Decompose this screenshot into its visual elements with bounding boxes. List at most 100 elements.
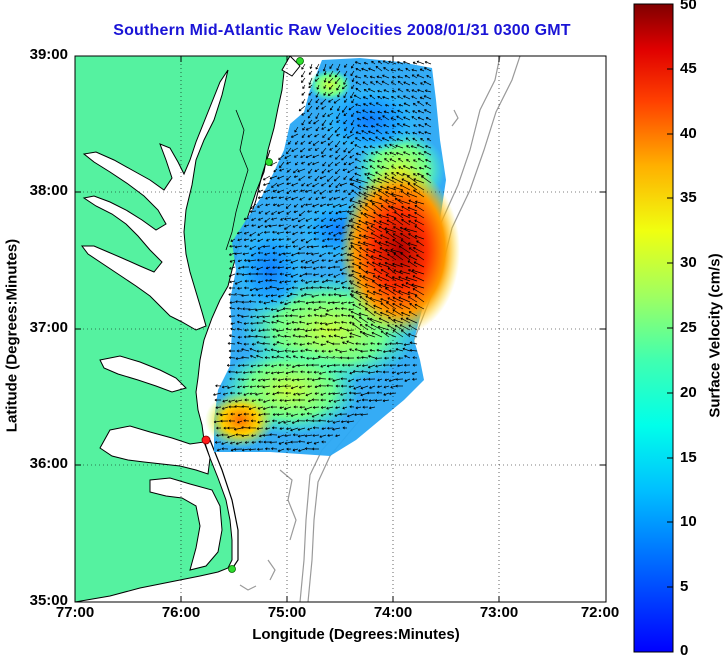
velocity-arrow: [293, 210, 299, 214]
x-tick-label: 76:00: [161, 604, 201, 621]
velocity-arrow: [237, 385, 243, 389]
velocity-arrow: [369, 406, 376, 410]
velocity-arrow: [341, 196, 348, 201]
velocity-arrow: [327, 161, 334, 167]
velocity-arrow: [385, 310, 397, 317]
velocity-arrow: [250, 252, 257, 257]
velocity-arrow: [314, 392, 320, 395]
velocity-arrow: [349, 231, 355, 235]
velocity-arrow: [277, 434, 285, 439]
velocity-arrow: [337, 91, 341, 98]
velocity-arrow: [251, 293, 257, 297]
velocity-arrow: [319, 434, 327, 438]
velocity-arrow: [293, 300, 299, 304]
velocity-arrow: [335, 434, 341, 438]
velocity-arrow: [276, 341, 285, 345]
velocity-arrow: [342, 426, 348, 430]
velocity-arrow: [412, 247, 425, 254]
velocity-arrow: [328, 84, 334, 90]
velocity-arrow: [380, 330, 390, 338]
velocity-arrow: [312, 341, 320, 345]
velocity-arrow: [319, 314, 327, 318]
velocity-arrow: [340, 420, 348, 424]
velocity-arrow: [368, 158, 376, 163]
velocity-arrow: [335, 280, 341, 284]
velocity-arrow: [387, 205, 397, 212]
velocity-arrow: [363, 145, 369, 149]
velocity-arrow: [366, 261, 376, 268]
velocity-arrow: [291, 420, 299, 424]
velocity-arrow: [319, 286, 327, 289]
velocity-arrow: [387, 267, 397, 275]
velocity-arrow: [350, 290, 362, 296]
velocity-arrow: [386, 186, 397, 191]
velocity-arrow: [395, 144, 404, 149]
velocity-arrow: [264, 286, 271, 290]
velocity-arrow: [338, 231, 348, 235]
velocity-arrow: [370, 81, 376, 86]
colorbar-tick-label: 30: [680, 254, 697, 271]
velocity-arrow: [328, 210, 334, 215]
velocity-arrow: [216, 448, 222, 452]
velocity-arrow: [354, 144, 362, 149]
velocity-arrow: [313, 119, 320, 125]
velocity-arrow: [306, 252, 313, 255]
velocity-arrow: [233, 447, 243, 451]
velocity-arrow: [229, 266, 236, 270]
velocity-arrow: [363, 159, 369, 163]
velocity-arrow: [341, 301, 348, 305]
velocity-arrow: [333, 321, 341, 324]
velocity-arrow: [301, 182, 306, 187]
velocity-arrow: [250, 419, 257, 423]
velocity-arrow: [397, 75, 404, 79]
velocity-arrow: [362, 124, 369, 128]
velocity-arrow: [359, 275, 369, 282]
velocity-arrow: [286, 161, 292, 165]
velocity-arrow: [287, 140, 292, 145]
velocity-arrow: [301, 133, 306, 139]
velocity-arrow: [311, 447, 320, 451]
velocity-arrow: [228, 370, 236, 374]
velocity-arrow: [325, 279, 334, 282]
velocity-arrow: [264, 272, 271, 276]
velocity-arrow: [378, 289, 390, 296]
velocity-arrow: [227, 434, 236, 439]
velocity-arrow: [378, 241, 390, 247]
velocity-arrow: [372, 275, 383, 282]
velocity-arrow: [300, 238, 306, 242]
velocity-arrow: [313, 441, 320, 445]
velocity-arrow: [414, 295, 425, 303]
velocity-arrow: [265, 203, 271, 207]
velocity-arrow: [228, 286, 236, 290]
velocity-arrow: [391, 192, 404, 198]
velocity-arrow: [389, 363, 397, 367]
velocity-arrow: [359, 247, 369, 254]
velocity-arrow: [300, 349, 306, 353]
velocity-arrow: [424, 89, 432, 93]
velocity-arrow: [321, 280, 327, 284]
velocity-arrow: [408, 311, 418, 317]
velocity-arrow: [308, 70, 313, 75]
velocity-arrow: [387, 297, 397, 303]
velocity-arrow: [276, 287, 285, 291]
velocity-arrow: [408, 199, 418, 205]
velocity-arrow: [230, 238, 236, 242]
velocity-arrow: [350, 310, 362, 317]
velocity-arrow: [395, 341, 404, 345]
velocity-arrow: [361, 356, 369, 359]
velocity-arrow: [291, 196, 299, 201]
velocity-arrow: [285, 412, 292, 416]
velocity-arrow: [417, 109, 425, 114]
velocity-arrow: [251, 342, 257, 346]
velocity-arrow: [256, 354, 264, 359]
velocity-arrow: [305, 238, 313, 244]
velocity-arrow: [304, 334, 313, 338]
velocity-arrow: [351, 84, 355, 90]
velocity-arrow: [341, 224, 348, 229]
velocity-arrow: [325, 313, 334, 317]
velocity-arrow: [346, 133, 355, 139]
velocity-arrow: [300, 231, 306, 235]
velocity-arrow: [271, 210, 278, 215]
velocity-arrow: [395, 151, 404, 156]
velocity-arrow: [384, 342, 390, 346]
